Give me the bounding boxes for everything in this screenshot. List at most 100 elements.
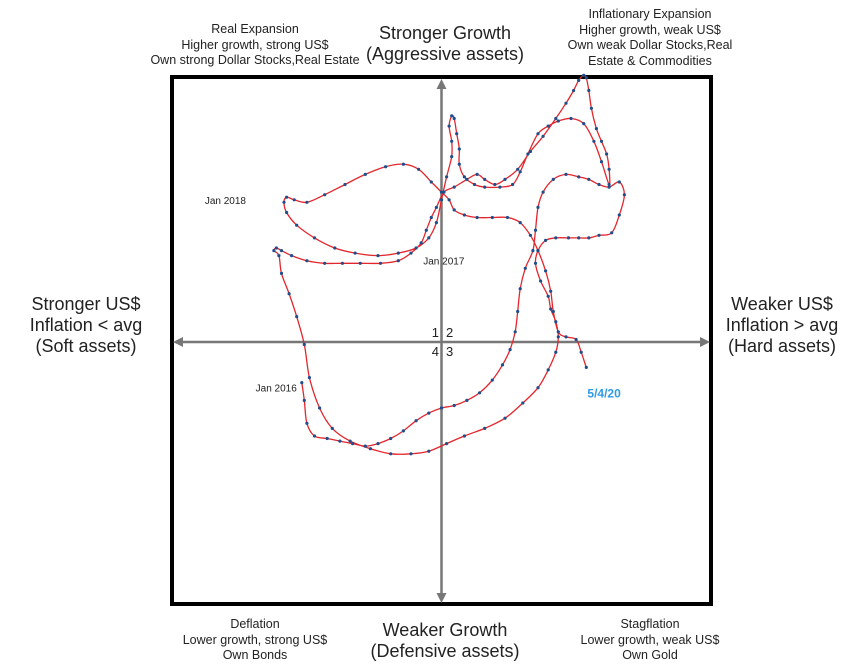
data-point: [541, 134, 545, 138]
data-point: [333, 246, 337, 250]
data-point: [549, 307, 553, 311]
data-point: [389, 452, 393, 456]
data-point: [452, 208, 456, 212]
data-point: [353, 251, 357, 255]
data-point: [287, 292, 291, 296]
data-point: [607, 182, 611, 187]
data-point: [526, 152, 530, 156]
data-point: [414, 246, 418, 250]
data-point: [503, 416, 507, 420]
data-point: [556, 330, 560, 334]
data-point: [409, 452, 413, 456]
data-point: [483, 177, 487, 181]
data-point: [302, 342, 306, 347]
data-point: [584, 365, 588, 369]
data-point: [368, 447, 372, 451]
data-point: [330, 426, 334, 430]
data-point: [340, 261, 344, 265]
real-expansion-line-3: Own strong Dollar Stocks,Real Estate: [150, 53, 360, 67]
data-point: [597, 233, 601, 237]
data-point: [594, 127, 599, 131]
annotation-label: Jan 2018: [205, 196, 247, 207]
data-point: [587, 177, 591, 181]
data-point: [510, 182, 515, 187]
data-point: [528, 233, 533, 237]
data-point: [295, 223, 299, 227]
data-point: [447, 124, 451, 128]
right-axis-title-line-3: (Hard assets): [727, 336, 837, 356]
data-point: [427, 236, 431, 240]
data-point: [475, 215, 479, 220]
data-point: [290, 254, 294, 258]
data-point: [554, 236, 558, 240]
data-point: [577, 78, 581, 82]
data-point: [396, 251, 400, 255]
data-point: [417, 167, 421, 171]
data-point: [325, 436, 329, 441]
data-point: [564, 172, 568, 176]
data-point: [544, 269, 548, 273]
data-point: [554, 350, 558, 354]
annotation-label: Jan 2017: [423, 257, 465, 268]
data-point: [338, 439, 342, 443]
data-point: [579, 350, 583, 354]
data-point: [556, 335, 560, 339]
data-point: [396, 259, 400, 263]
data-point: [450, 155, 454, 159]
data-point: [279, 271, 284, 275]
quadrant-label-deflation: Deflation Lower growth, strong US$ Own B…: [140, 617, 370, 664]
data-point: [572, 88, 576, 93]
data-point: [523, 266, 527, 270]
bottom-axis-title: Weaker Growth (Defensive assets): [325, 620, 565, 662]
right-axis-title-line-2: Inflation > avg: [725, 315, 839, 335]
data-point: [409, 251, 413, 255]
data-point: [429, 180, 433, 184]
deflation-line-2: Lower growth, strong US$: [182, 632, 328, 647]
data-point: [503, 177, 507, 181]
data-point: [312, 434, 317, 438]
data-point: [439, 406, 444, 410]
data-point: [610, 231, 614, 235]
trajectory-series: [272, 73, 627, 456]
data-point: [516, 309, 520, 314]
data-point: [305, 259, 309, 263]
data-point: [457, 147, 461, 151]
data-point: [500, 363, 505, 367]
data-point: [577, 175, 581, 179]
data-point: [577, 236, 581, 240]
top-axis-title-line-2: (Aggressive assets): [365, 44, 525, 64]
data-point: [483, 426, 487, 430]
data-point: [605, 152, 609, 156]
data-point: [376, 254, 380, 258]
data-point: [351, 442, 355, 446]
left-axis-title-line-2: Inflation < avg: [29, 315, 143, 335]
data-point: [363, 172, 367, 176]
trajectory-annotations: Jan 2016 Jan 2017 Jan 2018 5/4/20: [205, 196, 621, 401]
data-point: [363, 444, 367, 448]
data-point: [427, 449, 431, 453]
data-point: [516, 167, 520, 171]
data-point: [569, 116, 573, 121]
data-point: [274, 246, 278, 250]
data-point: [556, 119, 560, 123]
data-point: [541, 190, 545, 194]
data-point: [450, 114, 454, 118]
top-axis-title: Stronger Growth (Aggressive assets): [325, 23, 565, 65]
data-point: [282, 200, 286, 204]
data-point: [424, 228, 428, 232]
data-point: [493, 182, 497, 187]
data-point: [442, 190, 446, 194]
data-point: [617, 180, 621, 184]
data-point: [457, 162, 461, 166]
data-point: [531, 249, 535, 253]
deflation-title: Deflation: [230, 617, 280, 631]
data-point: [582, 73, 586, 77]
data-point: [376, 442, 380, 446]
data-point: [574, 337, 578, 342]
data-point: [312, 236, 317, 240]
right-axis-title: Weaker US$ Inflation > avg (Hard assets): [714, 294, 850, 357]
quadrant-label-inflationary-expansion: Inflationary Expansion Higher growth, we…: [555, 7, 745, 69]
right-axis-title-line-1: Weaker US$: [731, 294, 833, 314]
data-point: [566, 236, 571, 240]
